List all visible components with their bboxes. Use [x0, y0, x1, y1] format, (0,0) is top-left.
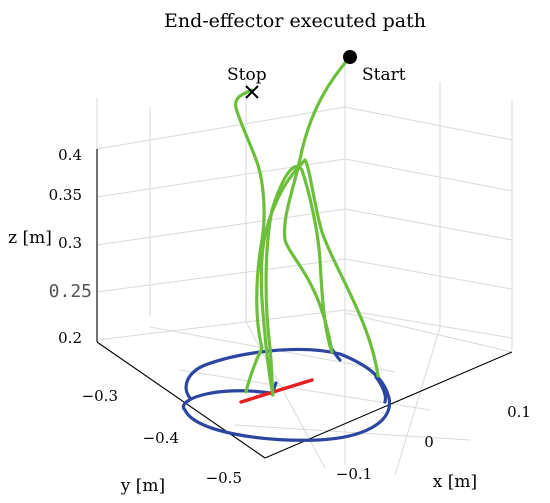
z-tick-label: 0.35	[49, 186, 82, 204]
y-axis-ticks: −0.3 −0.4 −0.5	[82, 387, 242, 487]
y-tick-label: −0.3	[82, 387, 118, 405]
start-marker	[343, 50, 357, 64]
y-tick-label: −0.5	[206, 469, 242, 487]
stop-marker	[245, 85, 259, 99]
y-tick-label: −0.4	[143, 429, 179, 447]
z-axis-ticks: 0.4 0.35 0.3 0.25 0.2	[49, 146, 92, 347]
grid	[96, 55, 513, 476]
z-axis-label: z [m]	[8, 228, 52, 248]
z-tick-label: 0.3	[58, 234, 82, 252]
tool-segment-series	[239, 378, 314, 404]
y-axis-label: y [m]	[120, 476, 165, 496]
x-tick-label: 0.1	[507, 403, 531, 421]
executed-path-series	[234, 55, 380, 397]
z-tick-label: 0.2	[58, 329, 82, 347]
z-tick-label: 0.4	[58, 146, 82, 164]
chart-title: End-effector executed path	[164, 10, 426, 32]
x-axis-label: x [m]	[433, 472, 477, 492]
base-circle-series	[181, 344, 392, 442]
stop-label: Stop	[227, 65, 267, 85]
start-label: Start	[362, 65, 406, 85]
x-axis-ticks: −0.1 0 0.1	[336, 403, 531, 483]
x-tick-label: 0	[424, 433, 434, 451]
axis-frame	[96, 149, 513, 459]
z-tick-label: 0.25	[49, 281, 92, 302]
x-tick-label: −0.1	[336, 465, 372, 483]
